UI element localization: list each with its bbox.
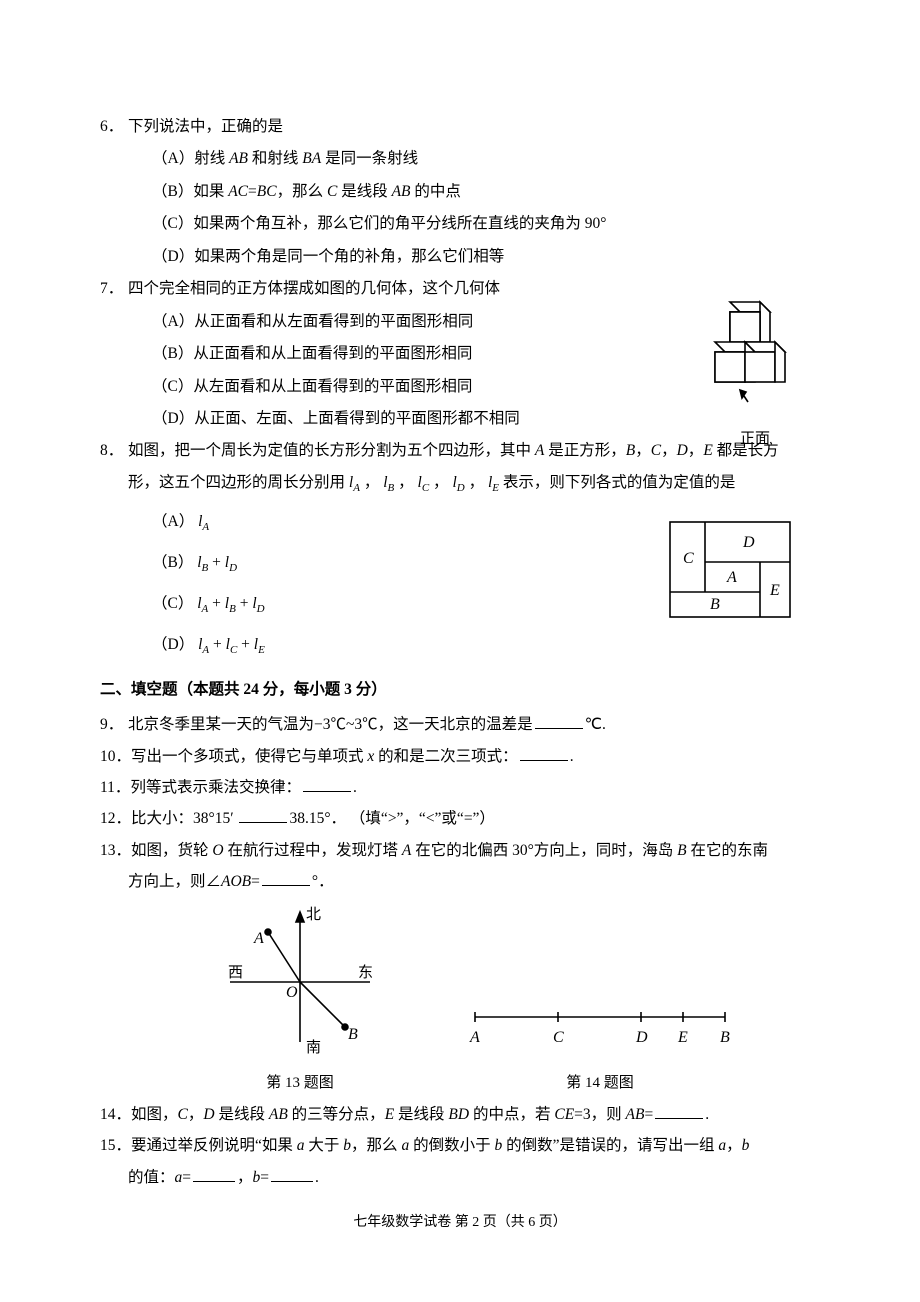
q6-opt-d: （D）如果两个角是同一个角的补角，那么它们相等 bbox=[100, 242, 820, 271]
q15: 15． 要通过举反例说明“如果 a 大于 b，那么 a 的倒数小于 b 的倒数”… bbox=[100, 1131, 820, 1160]
q13-figure: 北 南 东 西 A B O 第 13 题图 bbox=[210, 897, 390, 1098]
exam-page: 6． 下列说法中，正确的是 （A）射线 AB 和射线 BA 是同一条射线 （B）… bbox=[0, 0, 920, 1297]
q9-text: 北京冬季里某一天的气温为−3℃~3℃，这一天北京的温差是℃. bbox=[128, 710, 820, 739]
q8-figure: C D A E B bbox=[665, 517, 800, 637]
q13-text2: 方向上，则∠AOB=°． bbox=[100, 867, 820, 896]
q12-num: 12． bbox=[100, 804, 131, 833]
rect-partition-icon: C D A E B bbox=[665, 517, 800, 627]
seg-D: D bbox=[635, 1029, 648, 1046]
q9: 9． 北京冬季里某一天的气温为−3℃~3℃，这一天北京的温差是℃. bbox=[100, 710, 820, 739]
pt-B: B bbox=[348, 1026, 358, 1043]
pt-O: O bbox=[286, 984, 298, 1001]
segment-icon: A C D E B bbox=[460, 1002, 740, 1057]
q11-text: 列等式表示乘法交换律：. bbox=[130, 773, 820, 802]
dir-east: 东 bbox=[358, 964, 373, 981]
label-D: D bbox=[742, 534, 755, 551]
q13: 13． 如图，货轮 O 在航行过程中，发现灯塔 A 在它的北偏西 30°方向上，… bbox=[100, 836, 820, 865]
pt-A: A bbox=[253, 930, 264, 947]
q14-caption: 第 14 题图 bbox=[460, 1069, 740, 1098]
section2-title: 二、填空题（本题共 24 分，每小题 3 分） bbox=[100, 675, 820, 704]
q8-opts: C D A E B （A） lA （B） lB + lD （C） lA + lB… bbox=[100, 507, 820, 661]
q12-text: 比大小：38°15′ 38.15°． （填“>”，“<”或“=”） bbox=[131, 804, 820, 833]
q15-text2: 的值：a=，b=. bbox=[100, 1163, 820, 1192]
q6-opt-a: （A）射线 AB 和射线 BA 是同一条射线 bbox=[100, 144, 820, 173]
label-A: A bbox=[726, 569, 737, 586]
q11-num: 11． bbox=[100, 773, 130, 802]
q14-text: 如图，C，D 是线段 AB 的三等分点，E 是线段 BD 的中点，若 CE=3，… bbox=[131, 1100, 820, 1129]
q7-block: 7． 四个完全相同的正方体摆成如图的几何体，这个几何体 bbox=[100, 274, 820, 433]
q6-opt-c: （C）如果两个角互补，那么它们的角平分线所在直线的夹角为 90° bbox=[100, 209, 820, 238]
q6-stem: 下列说法中，正确的是 bbox=[128, 112, 820, 141]
q13-num: 13． bbox=[100, 836, 131, 865]
cubes-icon bbox=[700, 292, 810, 412]
q11: 11． 列等式表示乘法交换律：. bbox=[100, 773, 820, 802]
label-C: C bbox=[683, 550, 694, 567]
q14-num: 14． bbox=[100, 1100, 131, 1129]
q10-text: 写出一个多项式，使得它与单项式 x 的和是二次三项式：. bbox=[131, 742, 820, 771]
q10: 10． 写出一个多项式，使得它与单项式 x 的和是二次三项式：. bbox=[100, 742, 820, 771]
seg-B: B bbox=[720, 1029, 730, 1046]
q13-caption: 第 13 题图 bbox=[210, 1069, 390, 1098]
q14: 14． 如图，C，D 是线段 AB 的三等分点，E 是线段 BD 的中点，若 C… bbox=[100, 1100, 820, 1129]
q10-num: 10． bbox=[100, 742, 131, 771]
dir-west: 西 bbox=[228, 965, 243, 981]
q7-num: 7． bbox=[100, 274, 128, 303]
label-E: E bbox=[769, 582, 780, 599]
seg-C: C bbox=[553, 1029, 564, 1046]
q14-figure: A C D E B 第 14 题图 bbox=[460, 1002, 740, 1098]
figs-row: 北 南 东 西 A B O 第 13 题图 bbox=[100, 897, 820, 1098]
q15-num: 15． bbox=[100, 1131, 131, 1160]
compass-icon: 北 南 东 西 A B O bbox=[210, 897, 390, 1057]
q13-text1: 如图，货轮 O 在航行过程中，发现灯塔 A 在它的北偏西 30°方向上，同时，海… bbox=[131, 836, 820, 865]
q9-num: 9． bbox=[100, 710, 128, 739]
q12: 12． 比大小：38°15′ 38.15°． （填“>”，“<”或“=”） bbox=[100, 804, 820, 833]
dir-south: 南 bbox=[306, 1039, 321, 1056]
q6-opt-b: （B）如果 AC=BC，那么 C 是线段 AB 的中点 bbox=[100, 177, 820, 206]
q15-text1: 要通过举反例说明“如果 a 大于 b，那么 a 的倒数小于 b 的倒数”是错误的… bbox=[131, 1131, 820, 1160]
q8-stem2: 形，这五个四边形的周长分别用 lA ， lB ， lC ， lD ， lE 表示… bbox=[100, 468, 820, 499]
seg-A: A bbox=[469, 1029, 480, 1046]
q6: 6． 下列说法中，正确的是 bbox=[100, 112, 820, 141]
q7-fig-label: 正面 bbox=[700, 425, 810, 454]
dir-north: 北 bbox=[306, 906, 321, 923]
page-footer: 七年级数学试卷 第 2 页（共 6 页） bbox=[100, 1210, 820, 1237]
q7-figure: 正面 bbox=[700, 292, 810, 453]
q8-num: 8． bbox=[100, 436, 128, 465]
q6-num: 6． bbox=[100, 112, 128, 141]
label-B: B bbox=[710, 596, 720, 613]
seg-E: E bbox=[677, 1029, 688, 1046]
